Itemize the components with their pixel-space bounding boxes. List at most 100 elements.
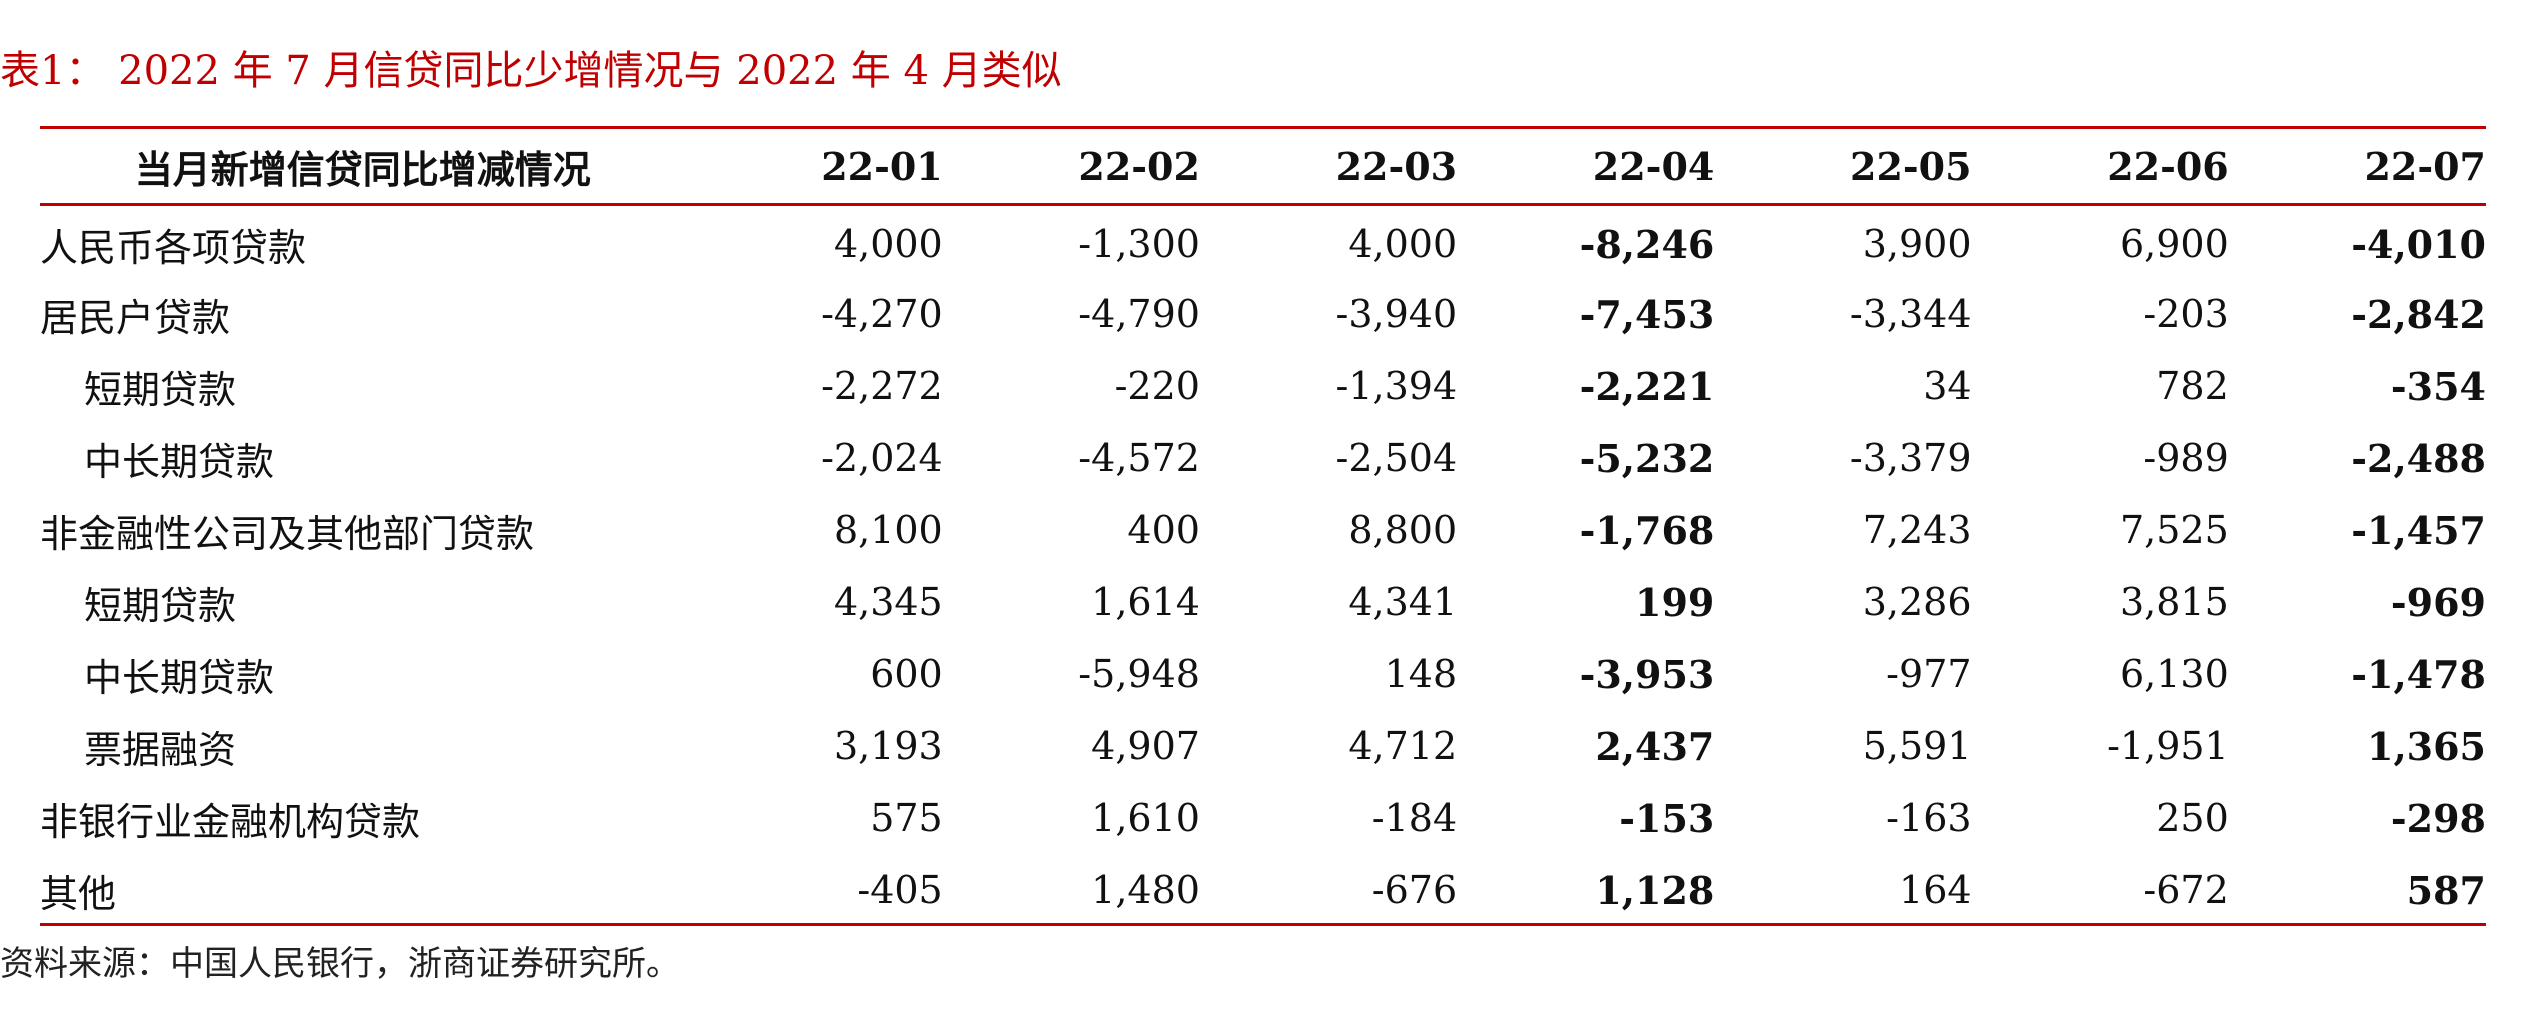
table-row: 居民户贷款 -4,270 -4,790 -3,940 -7,453 -3,344 -203 -… [40, 278, 2486, 350]
column-header: 22-05 [1850, 143, 1972, 189]
table-cell: 5,591 [1862, 724, 1972, 768]
table-cell: 8,100 [833, 508, 943, 552]
header-row: 当月新增信贷同比增减情况 22-01 22-02 22-03 22-04 22-… [40, 126, 2486, 206]
table-row: 短期贷款 -2,272 -220 -1,394 -2,221 34 782 -354 [40, 350, 2486, 422]
table-cell: -203 [2143, 292, 2229, 336]
table-cell: -1,394 [1335, 364, 1458, 408]
table-cell: -1,768 [1579, 507, 1715, 553]
source-note: 资料来源：中国人民银行，浙商证券研究所。 [0, 944, 680, 984]
table-cell: -2,272 [821, 364, 943, 408]
table-bottom-rule [40, 923, 2486, 926]
table-cell: -5,948 [1078, 652, 1200, 696]
table-cell: -2,504 [1335, 436, 1458, 480]
table-cell: 34 [1923, 364, 1972, 408]
table-row: 票据融资 3,193 4,907 4,712 2,437 5,591 -1,951 1,365 [40, 710, 2486, 782]
table-row: 人民币各项贷款 4,000 -1,300 4,000 -8,246 3,900 6,900 -… [40, 206, 2486, 278]
table-cell: 575 [870, 796, 943, 840]
table-cell: -969 [2390, 579, 2486, 625]
table-cell: -977 [1886, 652, 1972, 696]
table-title: 表1： 2022 年 7 月信贷同比少增情况与 2022 年 4 月类似 [0, 48, 1062, 94]
table-cell: 250 [2156, 796, 2229, 840]
table-cell: -2,221 [1579, 363, 1715, 409]
table-cell: 1,614 [1091, 580, 1200, 624]
table-cell: 6,900 [2119, 222, 2229, 266]
table-cell: -1,951 [2107, 724, 2229, 768]
table-cell: 199 [1635, 579, 1715, 625]
table-cell: -4,270 [821, 292, 943, 336]
column-header: 22-07 [2364, 143, 2486, 189]
table-cell: 2,437 [1595, 723, 1715, 769]
header-label: 当月新增信贷同比增减情况 [134, 147, 591, 192]
table-cell: -3,953 [1579, 651, 1715, 697]
table-row: 中长期贷款 -2,024 -4,572 -2,504 -5,232 -3,379 -989 -… [40, 422, 2486, 494]
table-cell: 4,712 [1348, 724, 1458, 768]
table-cell: 6,130 [2119, 652, 2229, 696]
table-row: 其他 -405 1,480 -676 1,128 164 -672 587 [40, 854, 2486, 926]
table-cell: 7,525 [2119, 508, 2229, 552]
table-cell: -1,300 [1078, 222, 1200, 266]
table-cell: 400 [1127, 508, 1200, 552]
table-cell: -184 [1371, 796, 1458, 840]
table-cell: -2,024 [821, 436, 943, 480]
row-label: 非金融性公司及其他部门贷款 [40, 511, 535, 556]
table-cell: -676 [1371, 868, 1458, 912]
table-cell: -3,379 [1849, 436, 1972, 480]
table-cell: -405 [857, 868, 943, 912]
column-header: 22-03 [1335, 143, 1458, 189]
credit-table: 当月新增信贷同比增减情况 22-01 22-02 22-03 22-04 22-… [40, 126, 2486, 926]
row-label: 居民户贷款 [40, 295, 231, 340]
table-cell: -153 [1619, 795, 1715, 841]
table-header-rule [40, 203, 2486, 206]
table-cell: -3,940 [1335, 292, 1458, 336]
table-cell: 8,800 [1348, 508, 1458, 552]
table-cell: -8,246 [1579, 221, 1715, 267]
column-header: 22-06 [2107, 143, 2229, 189]
row-label: 短期贷款 [84, 367, 237, 412]
table-top-rule [40, 126, 2486, 129]
table-cell: -1,457 [2351, 507, 2486, 553]
table-cell: 600 [870, 652, 943, 696]
table-cell: 1,365 [2367, 723, 2486, 769]
row-label: 非银行业金融机构贷款 [40, 799, 421, 844]
table-cell: -4,572 [1078, 436, 1200, 480]
table-row: 中长期贷款 600 -5,948 148 -3,953 -977 6,130 -1,478 [40, 638, 2486, 710]
row-label: 中长期贷款 [84, 439, 275, 484]
table-cell: 148 [1384, 652, 1458, 696]
table-cell: -4,010 [2351, 221, 2486, 267]
table-cell: -1,478 [2351, 651, 2486, 697]
table-cell: -989 [2143, 436, 2229, 480]
table-cell: 4,000 [1348, 222, 1458, 266]
table-cell: -4,790 [1078, 292, 1200, 336]
row-label: 中长期贷款 [84, 655, 275, 700]
table-cell: -163 [1886, 796, 1972, 840]
table-cell: 3,900 [1862, 222, 1972, 266]
table-cell: -3,344 [1849, 292, 1972, 336]
table-cell: 1,128 [1595, 867, 1715, 913]
table-row: 非金融性公司及其他部门贷款 8,100 400 8,800 -1,768 7,243 7,5… [40, 494, 2486, 566]
table-cell: -354 [2390, 363, 2486, 409]
table-cell: 164 [1899, 868, 1972, 912]
column-header: 22-01 [821, 143, 943, 189]
table-cell: 4,907 [1091, 724, 1200, 768]
table-cell: 3,193 [833, 724, 943, 768]
table-cell: -5,232 [1579, 435, 1715, 481]
table-cell: -7,453 [1579, 291, 1715, 337]
table-cell: -298 [2390, 795, 2486, 841]
row-label: 人民币各项贷款 [40, 225, 307, 270]
table-cell: 3,286 [1862, 580, 1972, 624]
table-cell: 4,345 [833, 580, 943, 624]
row-label: 票据融资 [84, 727, 237, 772]
table-cell: -2,488 [2351, 435, 2486, 481]
table-row: 短期贷款 4,345 1,614 4,341 199 3,286 3,815 -969 [40, 566, 2486, 638]
row-label: 其他 [40, 871, 117, 916]
table-cell: 4,000 [833, 222, 943, 266]
table-cell: 1,610 [1091, 796, 1200, 840]
column-header: 22-02 [1078, 143, 1200, 189]
table-cell: 7,243 [1862, 508, 1972, 552]
table-cell: 782 [2156, 364, 2229, 408]
table-cell: -220 [1114, 364, 1200, 408]
table-row: 非银行业金融机构贷款 575 1,610 -184 -153 -163 250 -298 [40, 782, 2486, 854]
table-cell: 4,341 [1348, 580, 1458, 624]
row-label: 短期贷款 [84, 583, 237, 628]
table-cell: 1,480 [1091, 868, 1200, 912]
